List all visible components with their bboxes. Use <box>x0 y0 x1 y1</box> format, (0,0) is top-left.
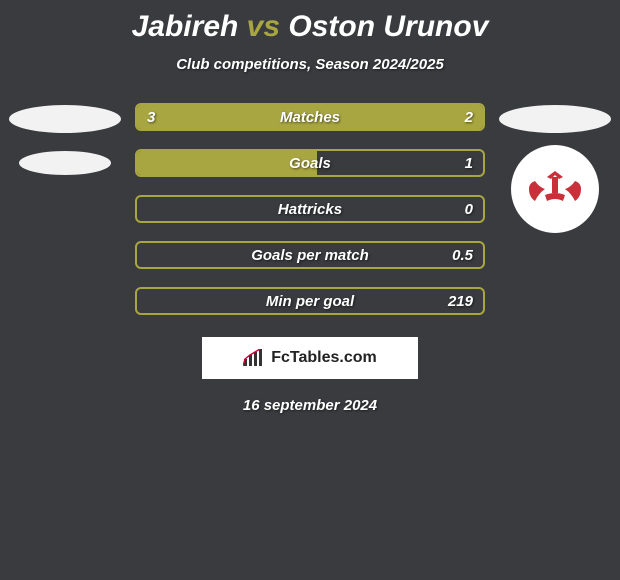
snapshot-date: 16 september 2024 <box>0 397 620 414</box>
stat-right-value: 0.5 <box>423 247 483 264</box>
stat-bars: 3 Matches 2 Goals 1 Hattricks 0 Goals pe… <box>135 103 485 315</box>
title-player2: Oston Urunov <box>288 10 488 43</box>
stat-label: Goals per match <box>197 247 423 264</box>
right-flag-placeholder <box>499 105 611 133</box>
title-vs: vs <box>247 10 280 43</box>
subtitle: Club competitions, Season 2024/2025 <box>0 56 620 73</box>
comparison-grid: 3 Matches 2 Goals 1 Hattricks 0 Goals pe… <box>0 103 620 315</box>
left-club-logo-placeholder <box>9 105 121 133</box>
page-title: Jabireh vs Oston Urunov <box>0 10 620 44</box>
title-player1: Jabireh <box>132 10 239 43</box>
logo-text: FcTables.com <box>271 349 377 367</box>
right-club-badge <box>511 145 599 233</box>
left-player-col <box>0 103 130 175</box>
right-player-col <box>490 103 620 233</box>
stat-right-value: 2 <box>423 109 483 126</box>
stat-label: Goals <box>197 155 423 172</box>
club-crest-icon <box>525 167 585 211</box>
stat-right-value: 219 <box>423 293 483 310</box>
stat-bar-goals-per-match: Goals per match 0.5 <box>135 241 485 269</box>
stat-bar-min-per-goal: Min per goal 219 <box>135 287 485 315</box>
stat-right-value: 0 <box>423 201 483 218</box>
left-flag-placeholder <box>19 151 111 175</box>
bar-chart-icon <box>243 349 265 367</box>
stat-left-value: 3 <box>137 109 197 126</box>
fctables-logo: FcTables.com <box>202 337 418 379</box>
stat-label: Hattricks <box>197 201 423 218</box>
stat-label: Matches <box>197 109 423 126</box>
stat-bar-matches: 3 Matches 2 <box>135 103 485 131</box>
stat-right-value: 1 <box>423 155 483 172</box>
stat-bar-goals: Goals 1 <box>135 149 485 177</box>
stat-label: Min per goal <box>197 293 423 310</box>
stat-bar-hattricks: Hattricks 0 <box>135 195 485 223</box>
